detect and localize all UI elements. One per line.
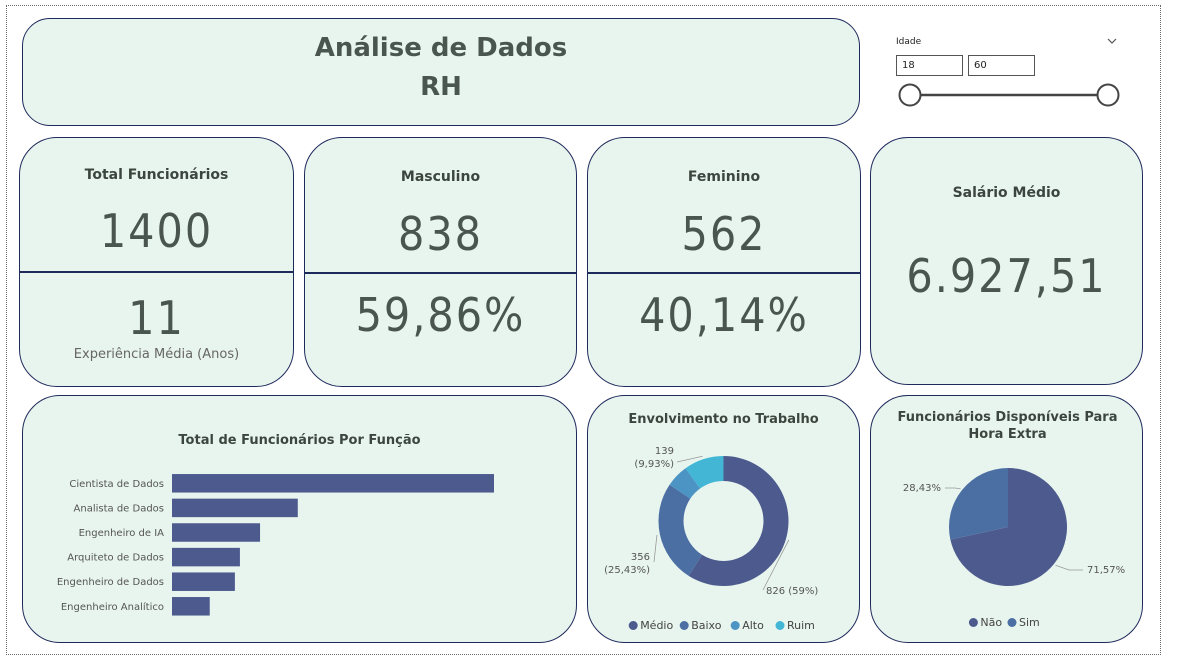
- chart-legend: Não Sim: [968, 616, 1040, 629]
- slider-max-handle[interactable]: [1096, 83, 1120, 107]
- kpi-divider: [588, 272, 860, 274]
- legend-marker[interactable]: [968, 618, 978, 627]
- slider-min-handle[interactable]: [898, 83, 922, 107]
- age-min-input[interactable]: 18: [896, 55, 963, 76]
- engagement-chart-card: Envolvimento no Trabalho 826 (59%) 356 (25…: [587, 395, 860, 643]
- age-range-slider[interactable]: [896, 82, 1126, 108]
- legend-marker[interactable]: [1007, 618, 1017, 627]
- male-card: Masculino 838 59,86%: [304, 137, 577, 387]
- bar-category-label: Arquiteto de Dados: [67, 553, 164, 564]
- donut-slice[interactable]: [688, 456, 789, 586]
- donut-data-label: 139: [655, 446, 674, 457]
- pie-slice[interactable]: [949, 468, 1008, 540]
- total-employees-value: 1400: [99, 204, 214, 258]
- male-percent: 59,86%: [355, 288, 526, 342]
- report-frame: [6, 5, 1161, 655]
- legend-marker[interactable]: [730, 621, 740, 630]
- overtime-chart-title: Funcionários Disponíveis Para Hora Extra: [897, 410, 1118, 442]
- chart-legend: Médio Baixo Alto Ruim: [628, 619, 815, 632]
- donut-data-label: 356: [631, 552, 650, 563]
- role-chart-card: Total de Funcionários Por Função Cientis…: [22, 395, 577, 643]
- avg-salary-label: Salário Médio: [952, 185, 1061, 201]
- bar-category-label: Analista de Dados: [74, 503, 164, 514]
- role-chart-title: Total de Funcionários Por Função: [178, 433, 421, 448]
- male-label: Masculino: [400, 169, 481, 185]
- female-card: Feminino 562 40,14%: [587, 137, 861, 387]
- legend-label: Ruim: [787, 619, 815, 632]
- leader-line: [653, 534, 658, 563]
- total-employees-card: Total Funcionários 1400 11 Experiência M…: [19, 137, 294, 387]
- female-percent: 40,14%: [639, 288, 809, 342]
- bar[interactable]: [172, 572, 235, 591]
- engagement-chart-title: Envolvimento no Trabalho: [628, 412, 819, 427]
- bar-category-label: Engenheiro Analítico: [61, 601, 164, 613]
- male-count: 838: [398, 207, 483, 261]
- leader-line: [676, 455, 703, 463]
- legend-label: Baixo: [691, 619, 722, 632]
- leader-line: [1055, 564, 1083, 571]
- overtime-chart-card: Funcionários Disponíveis Para Hora Extra…: [870, 395, 1143, 643]
- avg-experience-label: Experiência Média (Anos): [73, 347, 240, 362]
- bar-category-label: Engenheiro de IA: [79, 528, 165, 539]
- donut-slice[interactable]: [669, 468, 701, 499]
- leader-line: [762, 539, 790, 591]
- role-bar-chart: Cientista de Dados Analista de Dados Engen…: [57, 474, 494, 616]
- legend-label: Não: [980, 616, 1002, 629]
- pie-slice[interactable]: [950, 468, 1067, 586]
- donut-slice[interactable]: [685, 456, 724, 489]
- bar[interactable]: [172, 547, 240, 567]
- avg-experience-value: 11: [128, 291, 185, 345]
- overtime-pie-chart: 71,57% 28,43% Não Sim: [903, 468, 1125, 629]
- kpi-divider: [305, 272, 576, 274]
- leader-line: [945, 487, 961, 490]
- age-slicer-label: Idade: [896, 37, 922, 47]
- legend-label: Alto: [742, 619, 764, 632]
- avg-salary-card: Salário Médio 6.927,51: [870, 137, 1143, 385]
- bar-category-label: Engenheiro de Dados: [57, 577, 164, 588]
- age-max-input[interactable]: 60: [968, 55, 1035, 76]
- legend-label: Sim: [1019, 616, 1040, 629]
- chevron-down-icon[interactable]: [1106, 36, 1118, 46]
- female-label: Feminino: [687, 169, 761, 185]
- title-card: Análise de Dados RH: [22, 18, 860, 126]
- donut-data-label: (9,93%): [634, 459, 674, 470]
- bar[interactable]: [172, 474, 494, 493]
- donut-slice[interactable]: [658, 484, 703, 576]
- report-title: Análise de Dados: [314, 33, 568, 63]
- pie-data-label: 71,57%: [1087, 565, 1125, 576]
- donut-data-label: 826 (59%): [766, 586, 818, 597]
- legend-marker[interactable]: [628, 621, 638, 630]
- bar[interactable]: [172, 597, 210, 616]
- legend-label: Médio: [640, 619, 673, 632]
- engagement-donut-chart: 826 (59%) 356 (25,43%) 139 (9,93%) Médio Baixo…: [604, 446, 818, 632]
- legend-marker[interactable]: [679, 621, 689, 630]
- kpi-divider: [20, 271, 293, 273]
- donut-data-label: (25,43%): [604, 565, 650, 576]
- legend-marker[interactable]: [775, 621, 785, 630]
- report-subtitle: RH: [420, 72, 462, 102]
- female-count: 562: [681, 207, 767, 261]
- bar[interactable]: [172, 523, 261, 542]
- pie-data-label: 28,43%: [903, 483, 941, 494]
- bar-category-label: Cientista de Dados: [69, 479, 164, 490]
- total-employees-label: Total Funcionários: [84, 167, 229, 183]
- avg-salary-value: 6.927,51: [906, 249, 1107, 303]
- bar[interactable]: [172, 498, 298, 518]
